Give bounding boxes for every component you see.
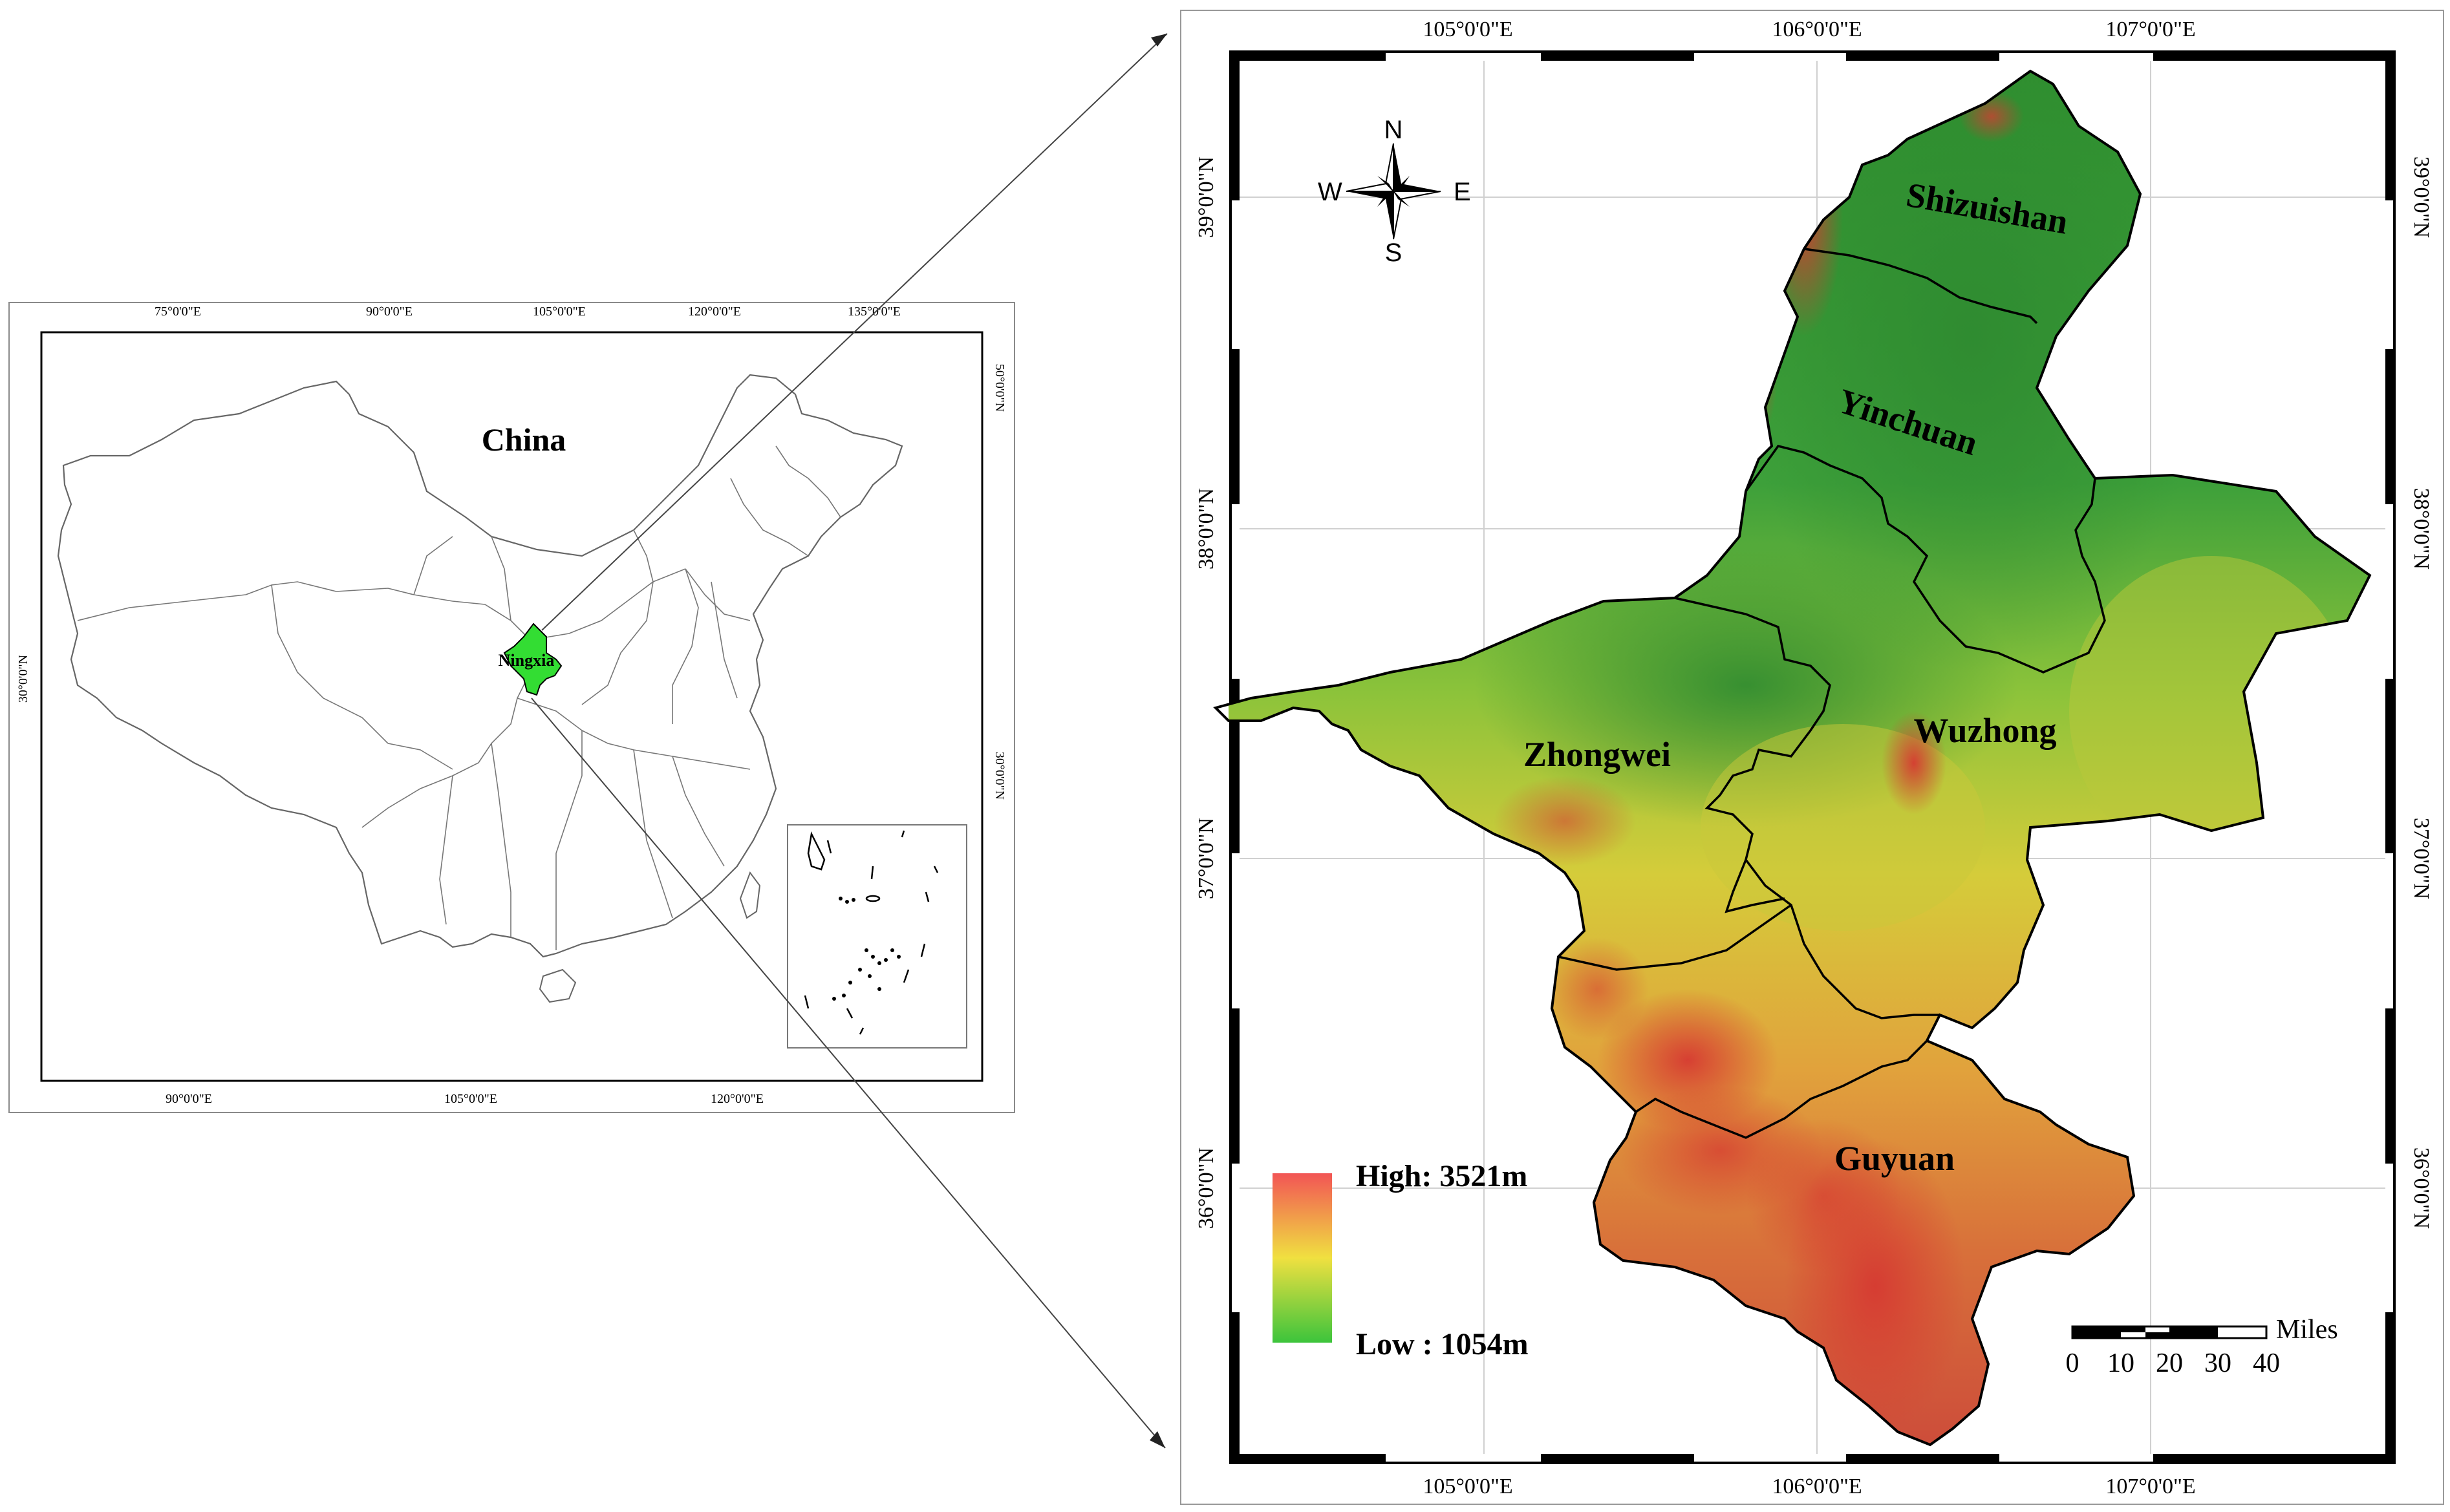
south-china-sea-inset: [787, 824, 967, 1049]
connector-arrow-top: [1151, 34, 1167, 47]
main-top-tick: 107°0'0"E: [2105, 17, 2195, 41]
main-left-tick: 39°0'0"N: [1194, 156, 1218, 238]
ningxia-outline: [1213, 69, 2372, 1447]
connector-line-bottom: [531, 697, 1166, 1449]
inset-bottom-tick: 90°0'0"E: [166, 1092, 212, 1106]
main-border-strips: [1230, 52, 2394, 1463]
inset-top-tick: 105°0'0"E: [533, 304, 586, 319]
scale-tick: 40: [2253, 1348, 2280, 1378]
scale-tick: 20: [2156, 1348, 2183, 1378]
inset-bottom-tick: 120°0'0"E: [711, 1092, 764, 1106]
main-top-tick: 106°0'0"E: [1772, 17, 1862, 41]
elevation-legend-bar: [1273, 1173, 1332, 1343]
main-left-tick: 37°0'0"N: [1194, 818, 1218, 899]
legend-high: High: 3521m: [1356, 1159, 1527, 1193]
inset-top-tick: 90°0'0"E: [366, 304, 413, 319]
main-right-tick: 36°0'0"N: [2409, 1147, 2433, 1229]
inset-right-tick: 50°0'0"N: [993, 364, 1007, 412]
inset-map: 75°0'0"E 90°0'0"E 105°0'0"E 120°0'0"E 13…: [8, 302, 1015, 1113]
south-china-sea-islands: [804, 830, 939, 1035]
hainan-outline: [539, 968, 577, 1003]
inset-title: China: [482, 421, 566, 458]
region-label-zhongwei: Zhongwei: [1523, 735, 1671, 774]
compass-west: W: [1318, 178, 1342, 206]
inset-bottom-tick: 105°0'0"E: [444, 1092, 497, 1106]
main-bottom-tick: 105°0'0"E: [1423, 1475, 1512, 1498]
main-left-tick: 36°0'0"N: [1194, 1147, 1218, 1229]
main-right-tick: 38°0'0"N: [2409, 488, 2433, 570]
ningxia-label: Ningxia: [499, 651, 555, 670]
inset-right-tick: 30°0'0"N: [993, 752, 1007, 800]
main-bottom-tick: 106°0'0"E: [1772, 1475, 1862, 1498]
inset-left-tick: 30°0'0"N: [16, 655, 30, 703]
scale-unit: Miles: [2276, 1315, 2338, 1345]
region-label-wuzhong: Wuzhong: [1913, 711, 2056, 750]
main-map: 105°0'0"E 106°0'0"E 107°0'0"E 105°0'0"E …: [1180, 10, 2444, 1505]
inset-top-tick: 120°0'0"E: [688, 304, 741, 319]
compass-icon: [1346, 143, 1441, 240]
main-bottom-tick: 107°0'0"E: [2105, 1475, 2195, 1498]
south-china-sea-dots: [832, 897, 901, 1001]
inset-top-tick: 75°0'0"E: [155, 304, 201, 319]
compass-east: E: [1454, 178, 1471, 206]
scale-tick: 10: [2107, 1348, 2134, 1378]
main-left-tick: 38°0'0"N: [1194, 488, 1218, 570]
connector-arrow-bottom: [1150, 1431, 1165, 1448]
inset-top-tick: 135°0'0"E: [848, 304, 901, 319]
scale-tick: 0: [2066, 1348, 2079, 1378]
main-right-tick: 39°0'0"N: [2409, 156, 2433, 238]
scale-bar: [2071, 1325, 2268, 1339]
legend-low: Low : 1054m: [1356, 1327, 1529, 1361]
connector-line-top: [541, 33, 1168, 631]
region-boundaries: [1558, 248, 2106, 1139]
compass-south: S: [1385, 239, 1402, 267]
main-right-tick: 37°0'0"N: [2409, 818, 2433, 899]
scale-tick: 30: [2204, 1348, 2231, 1378]
ningxia-highlight: [503, 623, 563, 696]
region-label-guyuan: Guyuan: [1834, 1139, 1955, 1178]
main-top-tick: 105°0'0"E: [1423, 17, 1512, 41]
compass-north: N: [1384, 116, 1403, 144]
taiwan-outline: [739, 871, 761, 919]
